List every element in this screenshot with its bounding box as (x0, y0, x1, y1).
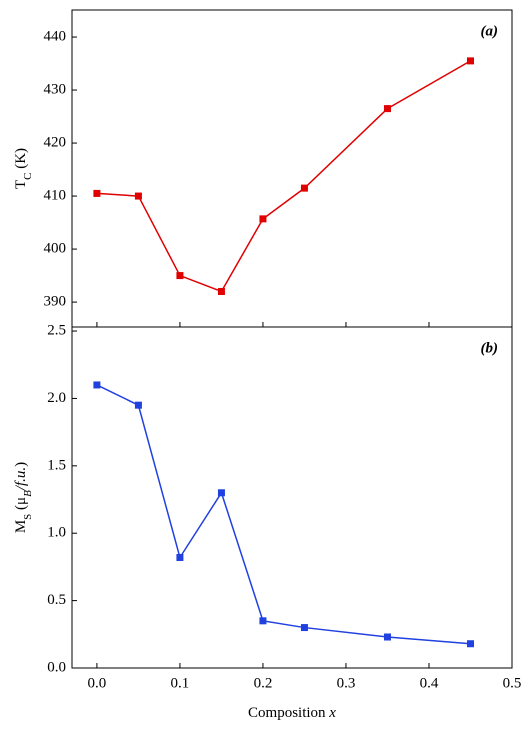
x-label-part: x (328, 705, 336, 721)
x-axis-label: Composition x (248, 705, 336, 721)
annotation: (b) (481, 340, 499, 356)
marker (383, 105, 391, 113)
marker (217, 489, 225, 497)
marker (466, 640, 474, 648)
y-label-part: S (22, 514, 34, 520)
y-tick-label: 1.0 (47, 525, 66, 541)
y-tick-label: 400 (44, 241, 67, 257)
y-tick-label: 2.5 (47, 322, 66, 338)
y-axis-label: TC (K) (13, 148, 33, 189)
marker (134, 401, 142, 409)
x-tick-label: 0.1 (171, 675, 190, 691)
marker (300, 184, 308, 192)
y-tick-label: 390 (44, 294, 67, 310)
marker (259, 617, 267, 625)
y-axis-label: MS (μB/f.u.) (13, 462, 33, 533)
marker (176, 272, 184, 280)
y-tick-label: 440 (44, 28, 67, 44)
x-tick-label: 0.3 (337, 675, 356, 691)
y-tick-label: 0.0 (47, 659, 66, 675)
x-label-part: Composition (248, 705, 329, 721)
y-tick-label: 410 (44, 188, 67, 204)
marker (300, 624, 308, 632)
y-label-part: M (13, 520, 29, 533)
annotation: (a) (481, 23, 499, 39)
y-label-part: (K) (13, 148, 29, 173)
marker (93, 189, 101, 197)
y-tick-label: 420 (44, 134, 67, 150)
series-line (96, 60, 471, 293)
y-label-part: B (22, 490, 34, 497)
x-tick-label: 0.0 (88, 675, 107, 691)
marker (176, 553, 184, 561)
marker (383, 633, 391, 641)
x-tick-label: 0.4 (420, 675, 439, 691)
series-line (96, 384, 471, 645)
marker (217, 287, 225, 295)
plot-frame (71, 326, 513, 669)
marker (93, 381, 101, 389)
x-tick-label: 0.5 (503, 675, 522, 691)
marker (466, 57, 474, 65)
marker (134, 192, 142, 200)
y-tick-label: 0.5 (47, 592, 66, 608)
marker (259, 215, 267, 223)
y-label-part: T (13, 180, 29, 189)
y-label-part: C (22, 173, 34, 180)
y-label-part: (μ (13, 497, 29, 514)
y-tick-label: 1.5 (47, 457, 66, 473)
y-tick-label: 2.0 (47, 390, 66, 406)
y-tick-label: 430 (44, 81, 67, 97)
y-label-part: /f.u. (13, 467, 29, 491)
plot-frame (71, 9, 513, 328)
x-tick-label: 0.2 (254, 675, 273, 691)
y-label-part: ) (13, 462, 29, 467)
